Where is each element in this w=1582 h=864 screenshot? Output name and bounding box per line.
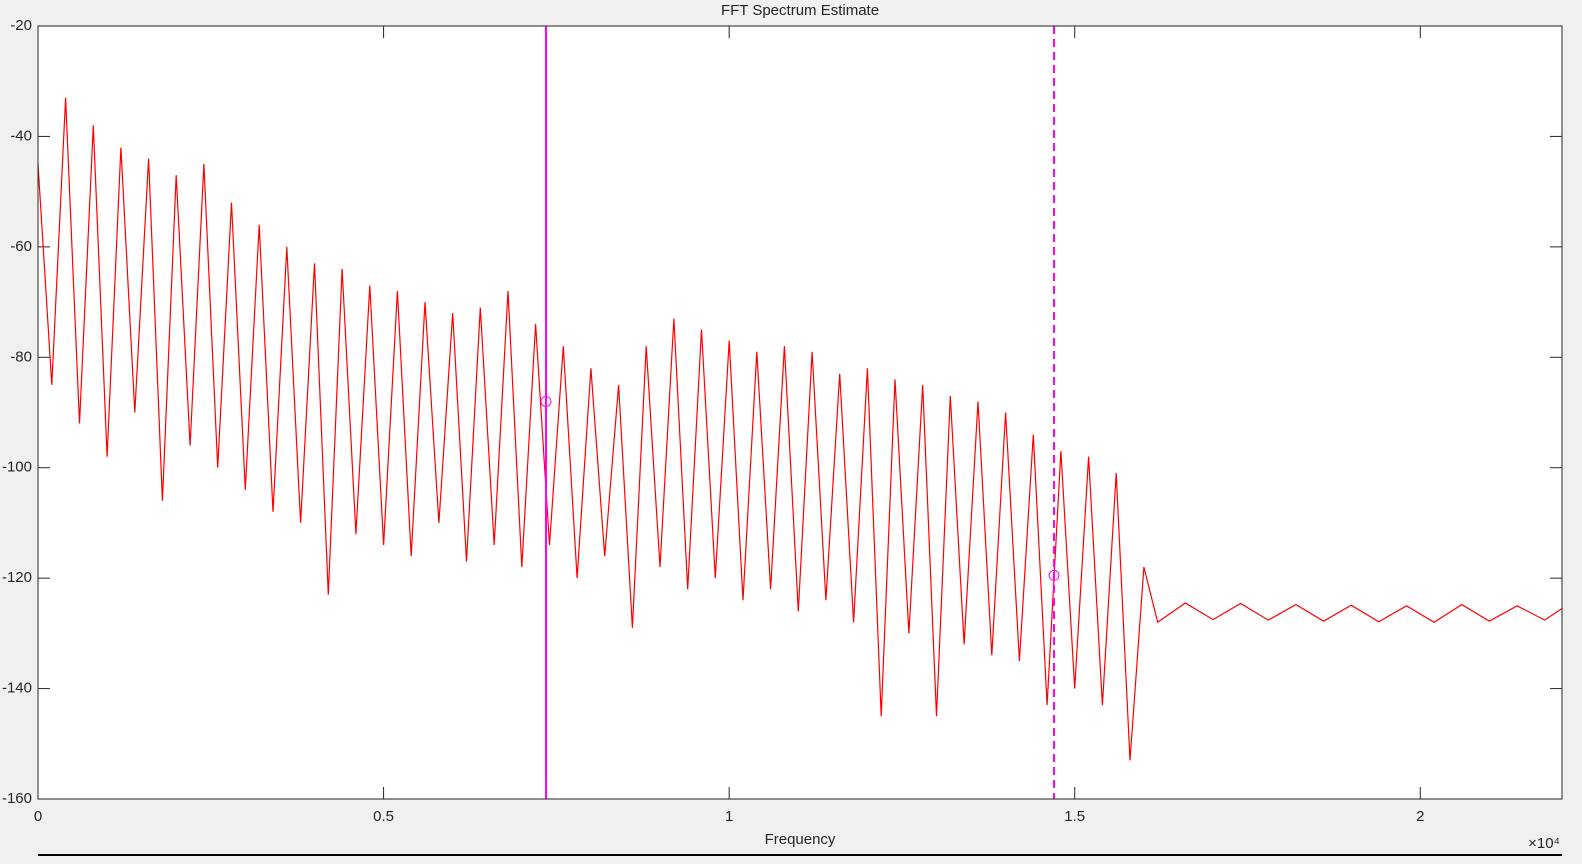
cursor-marker [540,395,552,407]
y-tick-label: -120 [2,569,32,586]
x-axis-label: Frequency [765,831,836,848]
plot-area [38,26,1562,799]
x-tick-label: 0.5 [373,808,394,825]
cursor-marker [1048,569,1060,581]
y-tick-label: -40 [10,127,32,144]
y-tick-label: -140 [2,680,32,697]
y-tick-label: -80 [10,348,32,365]
y-tick-label: -160 [2,790,32,807]
spectrum-line [37,97,1563,761]
x-tick-label: 1 [725,808,733,825]
chart-title: FFT Spectrum Estimate [721,2,879,19]
x-exponent: ×10⁴ [1528,835,1560,852]
y-tick-label: -20 [10,17,32,34]
y-tick-label: -60 [10,238,32,255]
y-tick-label: -100 [2,459,32,476]
axes-box [37,25,1563,800]
x-tick-label: 1.5 [1064,808,1085,825]
x-tick-label: 0 [34,808,42,825]
x-tick-label: 2 [1416,808,1424,825]
